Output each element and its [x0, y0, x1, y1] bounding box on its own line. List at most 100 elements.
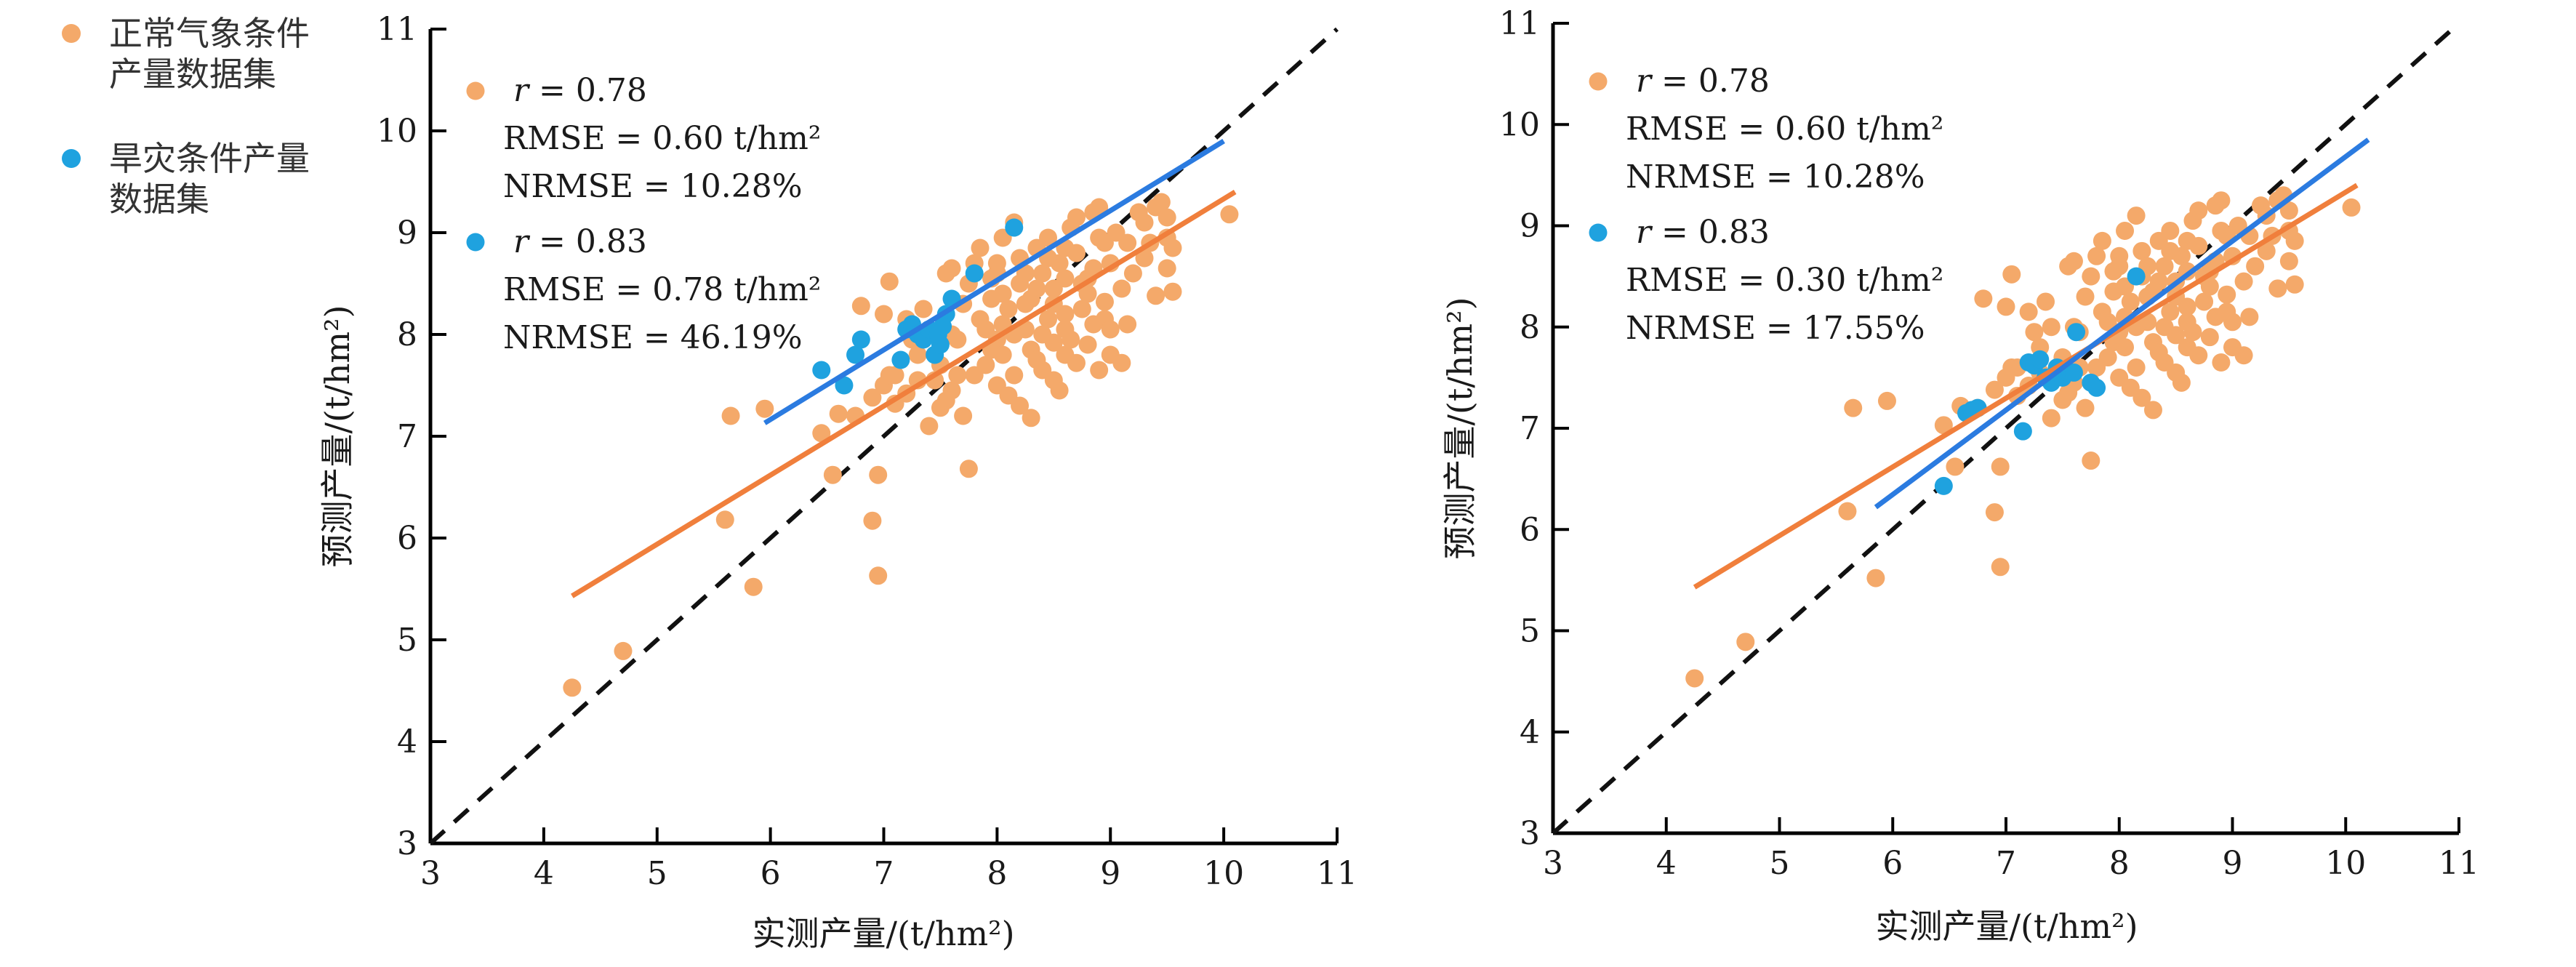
normal-data-point [993, 345, 1012, 364]
normal-data-point [1078, 284, 1097, 303]
normal-data-point [851, 297, 870, 316]
normal-data-point [2121, 292, 2140, 311]
normal-data-point [2234, 272, 2253, 291]
y-tick-label: 8 [1520, 309, 1540, 346]
drought-data-point [835, 376, 854, 395]
x-tick-label: 6 [1882, 845, 1903, 882]
normal-data-point [2161, 221, 2180, 240]
drought-data-point [2031, 350, 2050, 369]
x-tick-label: 8 [987, 855, 1007, 892]
drought-data-point [2064, 363, 2083, 382]
normal-data-point [2019, 302, 2038, 321]
y-tick-label: 4 [397, 723, 417, 761]
normal-data-point [971, 238, 990, 257]
normal-data-point [2149, 343, 2168, 362]
y-tick-label: 10 [377, 113, 417, 150]
normal-data-point [1985, 380, 2004, 399]
normal-data-point [1056, 269, 1075, 288]
normal-data-point [982, 289, 1001, 308]
normal-data-point [2161, 241, 2180, 260]
normal-data-point [1067, 208, 1086, 227]
normal-data-point [1974, 289, 1993, 308]
normal-data-point [1050, 381, 1069, 400]
normal-data-point [999, 300, 1018, 318]
y-tick-label: 6 [1520, 511, 1540, 548]
stats-annotation-right: r = 0.78 RMSE = 0.60 t/hm² NRMSE = 10.28… [1589, 63, 1943, 347]
stats-drought-r: r = 0.83 [1636, 214, 1770, 251]
normal-data-point [1016, 264, 1035, 283]
normal-data-point [2257, 241, 2276, 260]
normal-data-point [755, 399, 774, 418]
x-tick-label: 3 [420, 855, 441, 892]
y-tick-label: 7 [397, 418, 417, 455]
normal-data-point [1838, 502, 1857, 521]
drought-data-point [934, 317, 952, 336]
y-tick-label: 5 [397, 622, 417, 659]
normal-data-point [744, 577, 763, 596]
x-tick-label: 9 [1100, 855, 1120, 892]
normal-data-point [823, 465, 842, 484]
normal-data-point [2195, 292, 2214, 311]
normal-data-point [1934, 416, 1953, 435]
x-tick-label: 4 [534, 855, 554, 892]
legend-drought-label-line1: 旱灾条件产量 [109, 139, 310, 178]
x-tick-label: 5 [647, 855, 667, 892]
y-tick-label: 3 [1520, 815, 1540, 852]
normal-data-point [1123, 264, 1142, 283]
normal-data-point [614, 641, 633, 660]
normal-data-point [886, 366, 904, 385]
normal-data-point [1016, 294, 1035, 313]
stats-normal-r: r = 0.78 [1636, 63, 1770, 100]
normal-data-point [1135, 213, 1154, 232]
normal-data-point [2093, 231, 2111, 250]
normal-data-point [976, 356, 995, 374]
normal-data-point [1157, 208, 1176, 227]
normal-data-point [1844, 398, 1863, 417]
y-tick-label: 7 [1520, 410, 1540, 447]
normal-data-point [1157, 259, 1176, 278]
normal-fit-line [1693, 182, 2359, 590]
normal-data-point [1877, 391, 1896, 410]
normal-data-point [2127, 206, 2146, 225]
drought-data-point [1934, 476, 1953, 495]
normal-data-point [2116, 221, 2135, 240]
normal-data-point [2132, 241, 2151, 260]
normal-data-point [2104, 282, 2123, 301]
normal-data-point [2223, 313, 2242, 332]
stats-drought-nrmse: NRMSE = 17.55% [1626, 310, 1925, 347]
normal-data-point [2218, 285, 2236, 304]
normal-data-point [2127, 358, 2146, 377]
x-tick-label: 10 [2325, 845, 2366, 882]
y-tick-label: 9 [1520, 208, 1540, 245]
stats-drought-rmse: RMSE = 0.78 t/hm² [503, 271, 821, 308]
x-tick-label: 3 [1543, 845, 1563, 882]
normal-data-point [2155, 318, 2174, 337]
normal-data-point [959, 460, 978, 478]
normal-data-point [1005, 366, 1024, 385]
drought-data-point [846, 345, 865, 364]
stats-normal-r-symbol: r [513, 72, 539, 109]
normal-data-point [1095, 233, 1114, 252]
y-tick-label: 5 [1520, 613, 1540, 650]
x-tick-label: 10 [1203, 855, 1244, 892]
normal-data-point [936, 391, 955, 410]
normal-data-point [869, 465, 888, 484]
normal-data-point [2212, 353, 2231, 372]
legend: 正常气象条件 产量数据集 旱灾条件产量 数据集 [62, 14, 310, 219]
normal-data-point [2189, 346, 2208, 365]
normal-data-point [1067, 353, 1086, 372]
normal-data-point [920, 417, 939, 436]
drought-data-point [2013, 422, 2032, 441]
stats-normal-marker [466, 81, 485, 100]
normal-data-point [936, 264, 955, 283]
normal-data-point [2200, 277, 2219, 296]
x-axis-label: 实测产量/(t/hm²) [1875, 907, 2138, 946]
stats-drought-nrmse: NRMSE = 46.19% [503, 319, 803, 356]
normal-data-point [2189, 201, 2208, 220]
normal-data-point [1033, 325, 1052, 344]
stats-drought-r-value: = 0.83 [539, 223, 647, 260]
stats-drought-r: r = 0.83 [513, 223, 647, 260]
drought-data-point [891, 350, 910, 369]
normal-data-point [1090, 361, 1109, 380]
stats-drought-r-symbol: r [1636, 214, 1661, 251]
